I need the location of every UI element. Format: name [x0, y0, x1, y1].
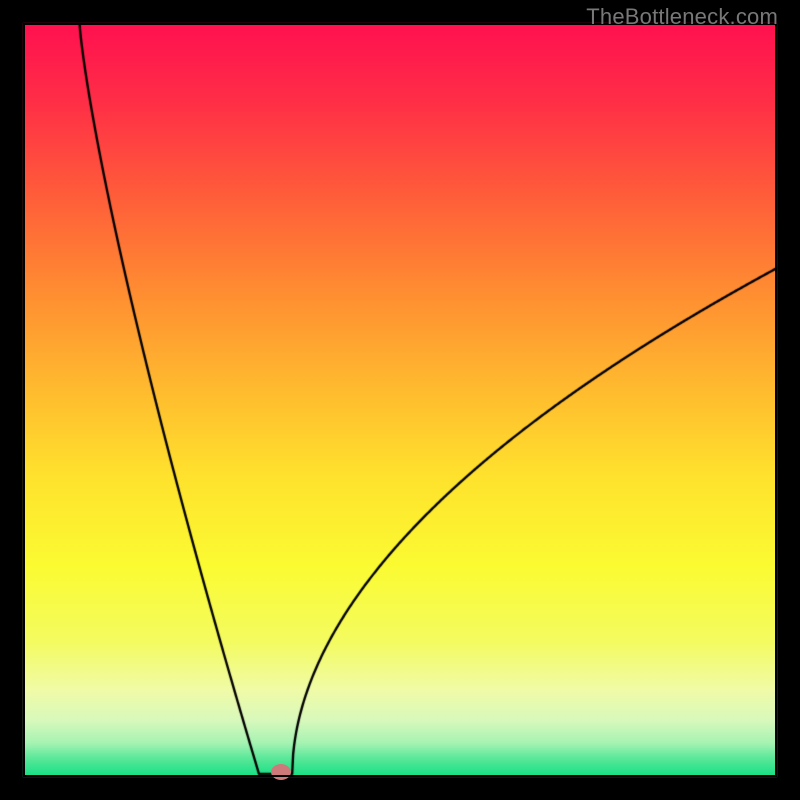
plot-border [23, 23, 777, 777]
watermark-text: TheBottleneck.com [586, 4, 778, 30]
